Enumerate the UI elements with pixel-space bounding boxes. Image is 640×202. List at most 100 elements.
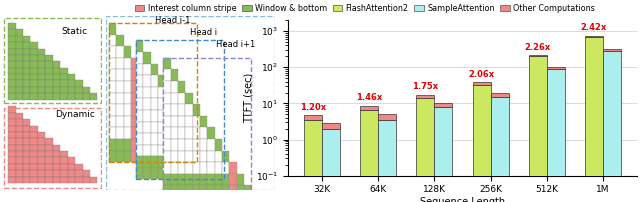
Bar [60, 80, 68, 87]
Bar [163, 81, 171, 93]
Bar [146, 104, 153, 116]
Bar [193, 150, 200, 162]
Bar [136, 98, 143, 110]
Bar [163, 69, 171, 81]
Bar [131, 69, 138, 81]
Bar [124, 139, 131, 150]
Bar [38, 170, 45, 177]
Bar [15, 132, 23, 138]
Bar [178, 127, 186, 139]
Bar [547, 67, 564, 69]
Bar [136, 122, 143, 133]
Bar [38, 61, 45, 68]
Bar [153, 139, 161, 150]
Bar [200, 162, 207, 174]
Bar [136, 40, 143, 52]
Bar [173, 133, 180, 145]
FancyBboxPatch shape [4, 18, 101, 103]
Bar [416, 98, 435, 202]
Bar [143, 122, 151, 133]
Bar [171, 162, 178, 174]
Bar [8, 119, 15, 126]
Bar [166, 122, 173, 133]
Bar [124, 104, 131, 116]
Bar [116, 93, 124, 104]
Bar [23, 132, 31, 138]
Bar [163, 185, 171, 197]
Bar [15, 55, 23, 61]
Bar [603, 50, 621, 202]
Bar [45, 157, 52, 164]
Bar [15, 119, 23, 126]
Bar [52, 170, 60, 177]
Bar [38, 177, 45, 183]
Bar [188, 145, 195, 156]
Bar [153, 127, 161, 139]
Bar [188, 122, 195, 133]
Bar [472, 85, 490, 202]
Bar [202, 168, 210, 179]
Bar [143, 75, 151, 87]
Bar [180, 156, 188, 168]
Bar [15, 177, 23, 183]
Bar [45, 61, 52, 68]
Bar [585, 36, 603, 37]
Bar [109, 139, 116, 150]
Bar [435, 103, 452, 107]
Bar [8, 23, 15, 29]
Bar [15, 29, 23, 36]
Bar [193, 139, 200, 150]
Bar [171, 69, 178, 81]
Bar [116, 81, 124, 93]
Bar [178, 139, 186, 150]
Bar [23, 145, 31, 151]
Bar [171, 81, 178, 93]
Bar [52, 145, 60, 151]
Bar [153, 104, 161, 116]
Bar [136, 64, 143, 75]
Bar [182, 150, 190, 162]
Bar [151, 87, 158, 98]
Bar [8, 145, 15, 151]
Bar [180, 145, 188, 156]
Bar [186, 127, 193, 139]
Bar [163, 174, 171, 185]
Bar [68, 80, 75, 87]
Bar [23, 157, 31, 164]
Bar [31, 55, 38, 61]
Bar [15, 80, 23, 87]
Bar [8, 49, 15, 55]
Bar [31, 74, 38, 80]
Bar [166, 98, 173, 110]
Bar [124, 81, 131, 93]
Bar [68, 87, 75, 93]
Bar [178, 104, 186, 116]
Bar [38, 151, 45, 157]
Bar [38, 145, 45, 151]
Bar [166, 145, 173, 156]
Bar [75, 80, 83, 87]
Bar [38, 80, 45, 87]
Bar [210, 156, 217, 168]
Bar [143, 64, 151, 75]
Bar [214, 185, 222, 197]
Bar [151, 98, 158, 110]
Bar [60, 74, 68, 80]
Bar [131, 93, 138, 104]
Bar [136, 168, 143, 179]
Bar [60, 87, 68, 93]
Bar [195, 156, 202, 168]
Bar [138, 127, 146, 139]
Bar [31, 177, 38, 183]
Bar [207, 162, 214, 174]
Text: 2.42x: 2.42x [581, 23, 607, 32]
Bar [171, 93, 178, 104]
Bar [435, 107, 452, 202]
Bar [23, 93, 31, 100]
Bar [31, 151, 38, 157]
Bar [188, 133, 195, 145]
Bar [136, 52, 143, 64]
Bar [222, 162, 229, 174]
Bar [195, 168, 202, 179]
Bar [173, 110, 180, 122]
